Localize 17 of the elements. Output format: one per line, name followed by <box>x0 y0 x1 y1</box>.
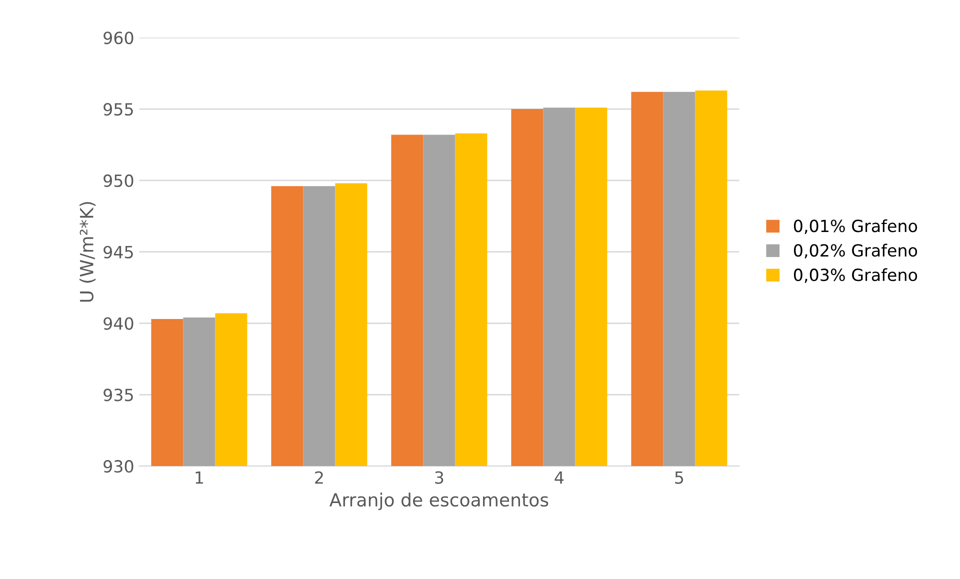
y-tick-label: 955 <box>104 103 133 116</box>
legend-label: 0,02% Grafeno <box>794 244 918 258</box>
legend-label: 0,01% Grafeno <box>794 219 918 234</box>
y-tick-label: 960 <box>104 32 134 44</box>
y-axis-title: U (W/m²*K) <box>80 202 96 302</box>
x-tick-label: 1 <box>196 471 203 484</box>
x-tick-label: 2 <box>315 471 323 484</box>
y-tick-label: 930 <box>104 460 134 473</box>
y-tick-label: 950 <box>104 174 134 188</box>
y-tick-label: 945 <box>104 246 133 258</box>
x-tick-label: 3 <box>435 471 444 484</box>
y-tick-label: 940 <box>104 317 134 330</box>
y-tick-label: 935 <box>104 388 133 402</box>
legend-label: 0,03% Grafeno <box>794 268 918 283</box>
x-tick-label: 5 <box>675 471 684 484</box>
x-tick-label: 4 <box>554 471 564 484</box>
x-axis-title: Arranjo de escoamentos <box>329 492 548 510</box>
